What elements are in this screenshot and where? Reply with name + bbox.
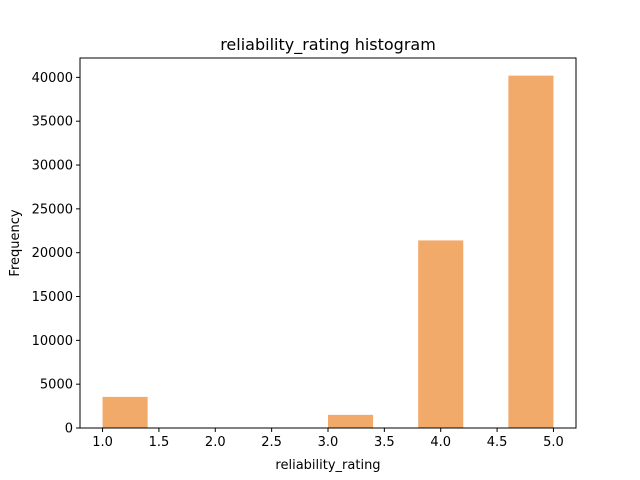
x-tick-label: 1.5 [149, 435, 170, 450]
y-tick-label: 10000 [32, 334, 73, 349]
y-tick-label: 0 [65, 422, 73, 437]
y-tick-label: 30000 [32, 159, 73, 174]
x-tick-label: 2.5 [261, 435, 282, 450]
x-tick-label: 1.0 [92, 435, 113, 450]
x-axis-label: reliability_rating [275, 458, 380, 473]
x-tick-label: 4.5 [487, 435, 508, 450]
y-tick-label: 5000 [40, 378, 73, 393]
histogram-bar [418, 240, 464, 428]
y-axis-ticks: 0 5000 10000 15000 20000 25000 30000 35000 40000 [32, 71, 80, 437]
x-tick-label: 3.5 [374, 435, 395, 450]
y-tick-label: 35000 [32, 115, 73, 130]
plot-frame [79, 57, 577, 429]
y-tick-label: 20000 [32, 246, 73, 261]
x-tick-label: 3.0 [318, 435, 339, 450]
histogram-bar [102, 396, 148, 428]
x-axis-ticks: 1.0 1.5 2.0 2.5 3.0 3.5 4.0 4.5 5.0 [92, 428, 564, 450]
histogram-bar [328, 414, 374, 428]
y-tick-label: 25000 [32, 202, 73, 217]
x-tick-label: 2.0 [205, 435, 226, 450]
histogram-bar [508, 75, 554, 428]
bars-group [102, 75, 554, 428]
x-tick-label: 5.0 [543, 435, 564, 450]
y-tick-label: 40000 [32, 71, 73, 86]
y-tick-label: 15000 [32, 290, 73, 305]
x-tick-label: 4.0 [430, 435, 451, 450]
chart-title: reliability_rating histogram [220, 35, 436, 55]
y-axis-label: Frequency [8, 209, 23, 276]
